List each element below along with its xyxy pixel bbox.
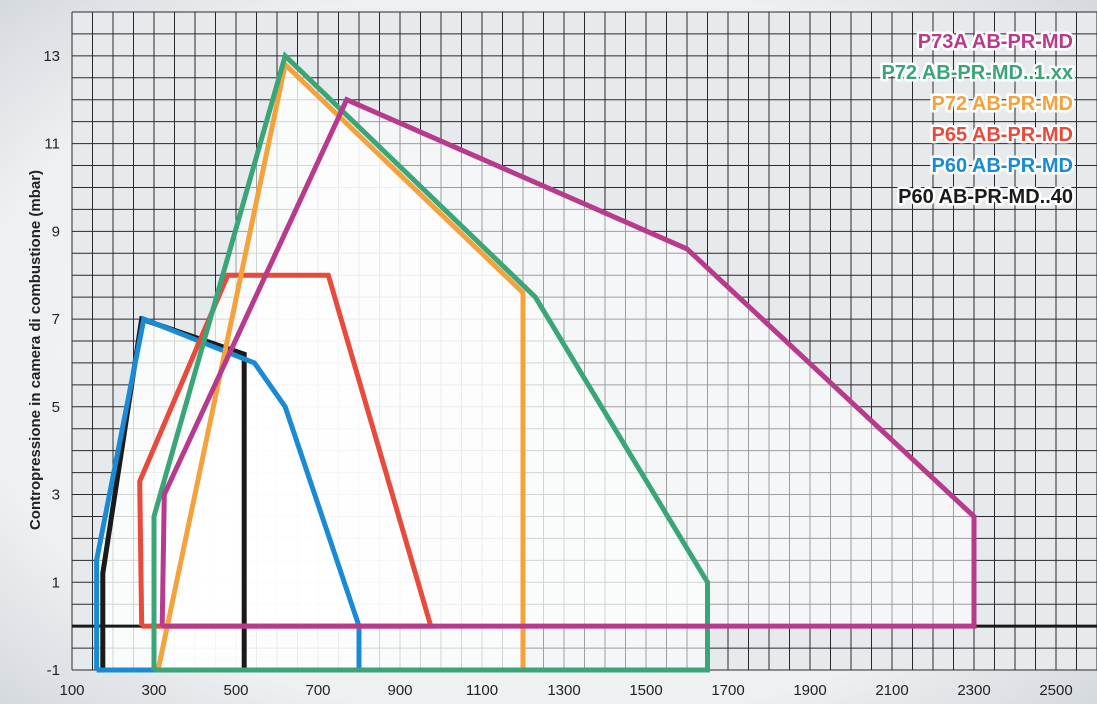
legend-label-backdrop: P72 AB-PR-MD..1.xx	[881, 62, 1073, 84]
legend-label: P73A AB-PR-MD	[918, 31, 1073, 53]
legend-label-backdrop: P72 AB-PR-MD	[932, 93, 1074, 115]
legend-label: P72 AB-PR-MD..1.xx	[881, 62, 1073, 84]
legend-label: P72 AB-PR-MD	[932, 93, 1074, 115]
x-tick-label: 1100	[466, 682, 498, 699]
x-tick-label: 2100	[875, 682, 908, 699]
envelope-fills	[96, 55, 974, 671]
legend-label-backdrop: P65 AB-PR-MD	[932, 124, 1074, 146]
legend-label: P65 AB-PR-MD	[932, 124, 1074, 146]
x-tick-label: 300	[141, 682, 166, 699]
y-tick-label: 3	[52, 487, 60, 504]
legend-label: P60 AB-PR-MD	[932, 155, 1074, 177]
y-tick-label: 9	[52, 223, 60, 240]
legend-label-backdrop: P60 AB-PR-MD..40	[898, 186, 1073, 208]
tick-labels: 100 300 500 700 900 1100 1300 1500 1700 1900 2100 2…	[43, 48, 1072, 699]
y-axis-title: Contropressione in camera di combustione…	[27, 170, 44, 530]
x-tick-label: 2500	[1039, 682, 1072, 699]
legend-label: P60 AB-PR-MD..40	[898, 186, 1073, 208]
legend-label-backdrop: P60 AB-PR-MD	[932, 155, 1074, 177]
series-lines	[94, 51, 977, 673]
x-tick-label: 100	[59, 682, 84, 699]
legend-label-backdrop: P73A AB-PR-MD	[918, 31, 1073, 53]
x-tick-label: 900	[387, 682, 412, 699]
series-line	[94, 315, 362, 673]
y-tick-label: 11	[44, 136, 60, 153]
x-tick-label: 1900	[793, 682, 826, 699]
x-tick-label: 1300	[547, 682, 580, 699]
y-tick-label: 5	[52, 399, 60, 416]
envelope-fill	[102, 319, 245, 670]
x-tick-label: 1700	[711, 682, 744, 699]
y-tick-label: -1	[47, 662, 60, 679]
series-line	[159, 96, 977, 629]
y-tick-label: 1	[52, 574, 60, 591]
series-line	[151, 51, 710, 673]
x-tick-label: 700	[305, 682, 330, 699]
x-tick-label: 1500	[629, 682, 662, 699]
x-tick-label: 2300	[957, 682, 990, 699]
y-tick-label: 7	[52, 311, 60, 328]
x-tick-label: 500	[223, 682, 248, 699]
y-tick-label: 13	[43, 48, 60, 65]
